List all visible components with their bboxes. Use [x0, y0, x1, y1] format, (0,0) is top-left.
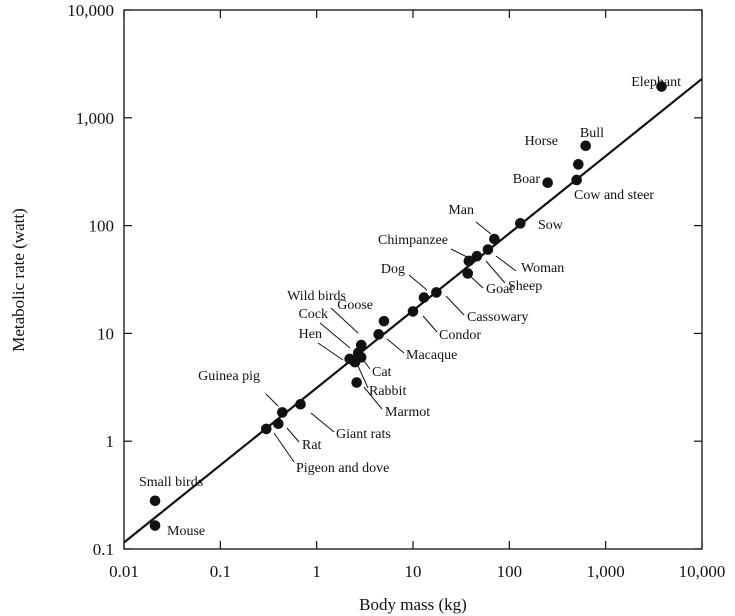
leader-marmot: [363, 386, 383, 410]
x-tick-label: 10,000: [679, 562, 726, 581]
x-tick-label: 1,000: [587, 562, 625, 581]
point-man: [489, 233, 500, 245]
x-tick-label: 1: [312, 562, 321, 581]
label-pigeon-and-dove: Pigeon and dove: [296, 461, 389, 476]
point-macaque: [373, 329, 384, 340]
label-man: Man: [448, 203, 474, 218]
label-condor: Condor: [439, 328, 481, 343]
y-tick-label: 10,000: [67, 1, 114, 20]
point-giant-rats: [295, 398, 306, 410]
leader-goat: [469, 275, 484, 289]
label-elephant: Elephant: [631, 75, 681, 90]
point-horse: [573, 159, 584, 170]
leader-rat: [286, 427, 300, 443]
point-woman: [482, 244, 494, 255]
y-axis-title: Metabolic rate (watt): [9, 208, 28, 352]
point-rat: [273, 418, 284, 430]
label-cock: Cock: [298, 307, 328, 322]
x-axis: 0.01 0.1 1 10 100 1,000 10,000: [109, 10, 725, 581]
y-tick-label: 0.1: [93, 540, 114, 559]
leader-woman: [495, 255, 517, 272]
label-macaque: Macaque: [406, 348, 457, 363]
point-cow-and-steer: [571, 174, 582, 186]
point-marmot: [351, 377, 362, 388]
leader-hen: [317, 342, 344, 361]
point-bull: [580, 140, 591, 152]
label-goat: Goat: [486, 282, 513, 297]
point-goat: [462, 268, 474, 279]
label-cat: Cat: [372, 365, 392, 380]
leader-man: [475, 221, 492, 235]
label-cow-and-steer: Cow and steer: [574, 188, 654, 203]
point-cassowary: [418, 292, 430, 303]
point-dog: [431, 287, 442, 298]
x-tick-label: 0.1: [210, 562, 231, 581]
point-condor: [407, 306, 419, 317]
point-guinea-pig: [277, 407, 288, 418]
leader-lines: [265, 221, 517, 463]
point-goose: [378, 315, 390, 327]
point-sheep: [471, 250, 483, 262]
y-tick-label: 100: [89, 217, 115, 236]
leader-chimpanzee: [450, 248, 468, 258]
label-goose: Goose: [337, 298, 373, 313]
label-woman: Woman: [521, 261, 564, 276]
point-pigeon-and-dove: [260, 423, 272, 435]
point-labels: Elephant Bull Horse Boar Cow and steer Sow Man…: [139, 75, 681, 539]
leader-condor: [422, 315, 438, 333]
leader-cassowary: [445, 295, 465, 316]
label-marmot: Marmot: [385, 405, 430, 420]
leader-wild-birds: [330, 307, 359, 334]
point-rabbit: [349, 356, 361, 368]
point-sow: [515, 218, 526, 229]
label-boar: Boar: [513, 172, 541, 187]
leader-cock: [319, 322, 351, 349]
leader-giant-rats: [310, 412, 335, 433]
x-tick-label: 10: [405, 562, 422, 581]
y-axis: 0.1 1 10 100 1,000 10,000: [67, 1, 702, 559]
x-axis-title: Body mass (kg): [359, 595, 467, 614]
x-tick-label: 0.01: [109, 562, 139, 581]
data-points: [149, 81, 667, 531]
label-rat: Rat: [302, 438, 322, 453]
x-tick-label: 100: [497, 562, 523, 581]
leader-pigeon-and-dove: [273, 432, 295, 463]
label-dog: Dog: [381, 262, 405, 277]
point-chimpanzee: [463, 255, 475, 267]
point-elephant: [656, 81, 667, 92]
leader-dog: [408, 274, 428, 291]
y-tick-label: 1: [106, 432, 115, 451]
plot-frame: [123, 9, 703, 550]
point-mouse: [149, 520, 161, 531]
label-horse: Horse: [525, 134, 558, 149]
label-bull: Bull: [580, 126, 604, 141]
label-small-birds: Small birds: [139, 475, 203, 490]
label-rabbit: Rabbit: [369, 384, 406, 399]
leader-sheep: [485, 260, 506, 284]
leader-macaque: [386, 338, 405, 354]
leader-guinea-pig: [265, 393, 279, 407]
label-wild-birds: Wild birds: [287, 289, 346, 304]
label-mouse: Mouse: [167, 524, 205, 539]
label-giant-rats: Giant rats: [336, 427, 391, 442]
leader-rabbit: [357, 365, 369, 389]
label-sheep: Sheep: [508, 279, 542, 294]
label-cassowary: Cassowary: [467, 310, 528, 325]
y-tick-label: 10: [97, 324, 114, 343]
label-chimpanzee: Chimpanzee: [378, 233, 448, 248]
label-sow: Sow: [538, 218, 564, 233]
leader-cat: [363, 360, 371, 370]
label-guinea-pig: Guinea pig: [198, 369, 260, 384]
point-boar: [542, 177, 553, 189]
point-small-birds: [149, 495, 161, 507]
y-tick-label: 1,000: [76, 109, 114, 128]
label-hen: Hen: [299, 327, 322, 342]
